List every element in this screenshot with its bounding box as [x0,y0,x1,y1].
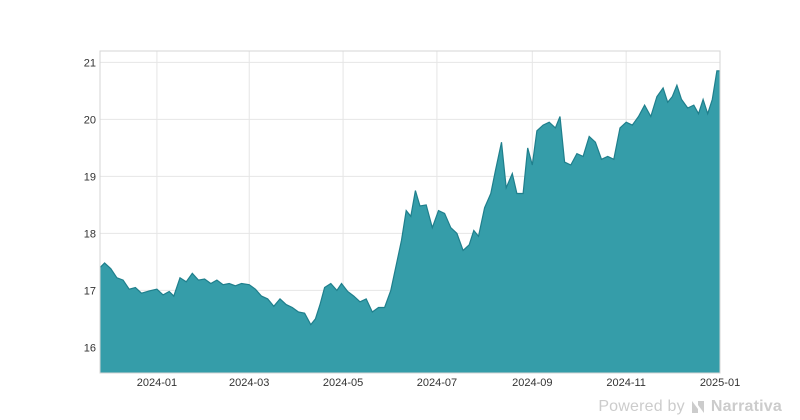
y-tick-label: 16 [84,342,96,354]
x-axis-ticks: 2024-01 2024-03 2024-05 2024-07 2024-09 2024-… [137,377,740,389]
y-tick-label: 19 [84,171,96,183]
y-tick-label: 21 [84,57,96,69]
watermark: Powered by Narrativa [598,398,782,416]
narrativa-logo-icon [691,401,704,413]
x-tick-label: 2024-03 [229,377,269,389]
y-tick-label: 18 [84,228,96,240]
brand-name: Narrativa [710,398,782,415]
x-tick-label: 2024-09 [512,377,552,389]
y-tick-label: 20 [84,114,96,126]
plot-frame [99,50,721,374]
x-tick-label: 2024-11 [606,377,646,389]
y-axis-ticks: 16 17 18 19 20 21 [84,57,96,354]
x-tick-label: 2024-01 [137,377,177,389]
series-area [100,70,720,374]
y-tick-label: 17 [84,285,96,297]
x-tick-label: 2024-05 [323,377,363,389]
series-line [99,70,720,326]
x-tick-label: 2025-01 [700,377,740,389]
x-tick-label: 2024-07 [417,377,457,389]
powered-by-text: Powered by [598,398,685,415]
